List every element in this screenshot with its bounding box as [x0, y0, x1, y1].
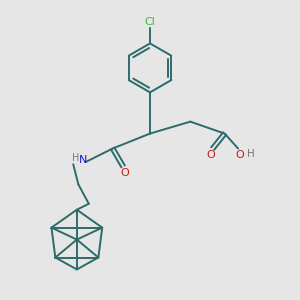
- Text: O: O: [207, 150, 216, 160]
- Text: H: H: [247, 149, 254, 159]
- Text: O: O: [235, 150, 244, 160]
- Text: H: H: [72, 153, 79, 164]
- Text: Cl: Cl: [145, 17, 155, 27]
- Text: N: N: [79, 154, 88, 165]
- Text: O: O: [120, 168, 129, 178]
